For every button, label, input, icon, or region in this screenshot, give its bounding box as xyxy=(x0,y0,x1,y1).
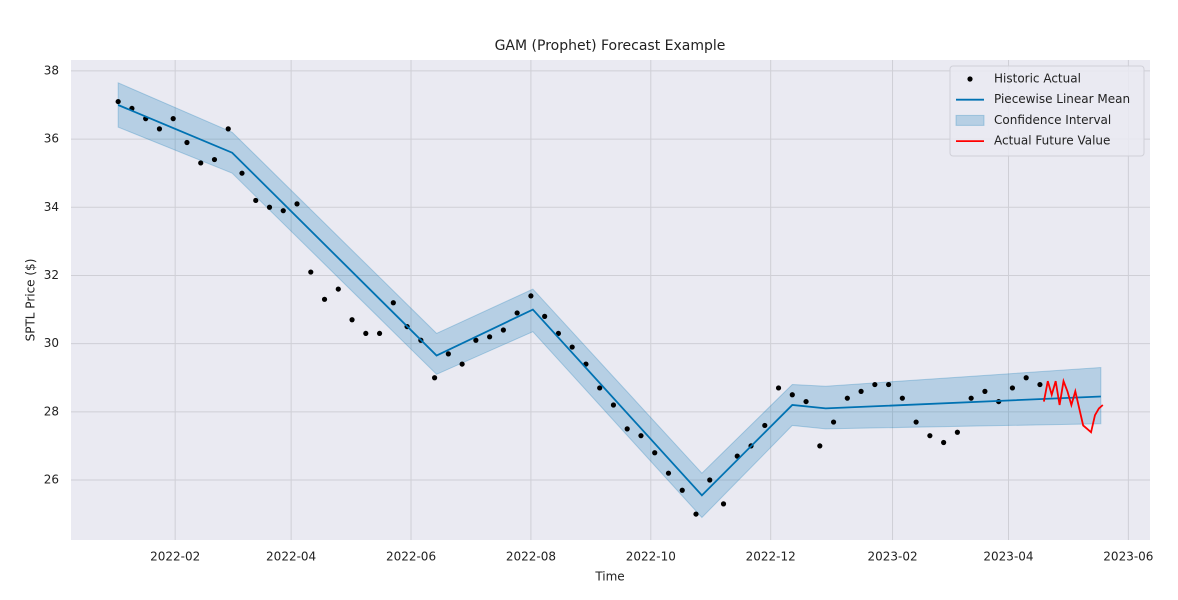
data-point xyxy=(225,126,231,132)
legend-box xyxy=(949,65,1145,157)
data-point xyxy=(775,385,782,391)
labels: GAM (Prophet) Forecast Example Time SPTL… xyxy=(24,38,1154,584)
confidence-band xyxy=(117,82,1102,519)
y-axis-label: SPTL Price ($) xyxy=(24,259,38,342)
data-point xyxy=(294,201,300,207)
data-point xyxy=(280,208,286,214)
y-tick-label: 36 xyxy=(44,132,59,146)
data-point xyxy=(913,419,919,425)
legend-label: Piecewise Linear Mean xyxy=(994,92,1130,106)
data-point xyxy=(1009,385,1016,391)
data-point xyxy=(514,310,520,316)
data-point xyxy=(473,337,479,343)
data-point xyxy=(459,361,465,367)
data-point xyxy=(445,351,451,357)
data-point xyxy=(872,381,878,388)
data-point xyxy=(500,327,506,333)
data-point xyxy=(239,170,245,176)
data-point xyxy=(982,388,988,394)
marks xyxy=(115,82,1104,519)
legend-marker xyxy=(967,76,973,82)
data-point xyxy=(569,344,575,350)
data-point xyxy=(693,511,699,517)
data-point xyxy=(624,426,630,432)
data-point xyxy=(266,204,273,210)
x-tick-label: 2023-06 xyxy=(1103,550,1153,564)
data-point xyxy=(762,422,768,429)
data-point xyxy=(858,388,864,394)
data-point xyxy=(665,470,672,476)
x-axis-label: Time xyxy=(594,570,624,584)
data-point xyxy=(789,392,795,398)
data-point xyxy=(528,293,534,299)
data-point xyxy=(968,395,974,401)
data-point xyxy=(253,197,259,204)
x-tick-label: 2022-08 xyxy=(506,550,556,564)
x-tick-label: 2022-06 xyxy=(386,550,436,564)
legend: Historic Actual Piecewise Linear Mean Conf… xyxy=(949,65,1145,157)
data-point xyxy=(941,439,947,446)
x-tick-label: 2022-04 xyxy=(266,550,316,564)
data-point xyxy=(1037,381,1043,388)
x-tick-label: 2022-02 xyxy=(150,550,200,564)
x-tick-label: 2023-02 xyxy=(867,550,917,564)
x-tick-label: 2022-12 xyxy=(746,550,796,564)
legend-label: Confidence Interval xyxy=(994,113,1111,127)
data-point xyxy=(1023,375,1029,381)
y-tick-label: 34 xyxy=(44,200,59,214)
data-point xyxy=(679,487,685,493)
legend-label: Actual Future Value xyxy=(994,134,1110,148)
data-point xyxy=(487,334,493,340)
data-point xyxy=(844,395,850,401)
data-point xyxy=(652,450,658,456)
data-point xyxy=(954,429,960,435)
data-point xyxy=(349,317,355,323)
data-point xyxy=(803,398,809,405)
data-point xyxy=(927,433,933,439)
line xyxy=(117,104,1101,497)
data-point xyxy=(390,300,396,306)
data-point xyxy=(431,375,438,381)
data-point xyxy=(184,139,190,146)
data-point xyxy=(638,433,644,439)
data-point xyxy=(308,269,314,275)
data-point xyxy=(720,501,727,507)
data-point xyxy=(363,330,369,337)
data-point xyxy=(555,330,562,337)
data-point xyxy=(542,313,548,319)
data-point xyxy=(817,443,823,449)
data-point xyxy=(899,395,905,401)
data-point xyxy=(170,116,176,122)
grid xyxy=(71,60,1150,540)
y-tick-label: 28 xyxy=(44,404,59,418)
data-point xyxy=(886,381,892,388)
y-tick-label: 38 xyxy=(44,63,59,77)
line xyxy=(1042,377,1104,434)
legend-marker xyxy=(955,114,985,126)
data-point xyxy=(610,402,617,408)
x-tick-label: 2023-04 xyxy=(983,550,1033,564)
data-point xyxy=(198,160,204,166)
chart-title: GAM (Prophet) Forecast Example xyxy=(495,38,726,54)
y-tick-label: 32 xyxy=(44,268,59,282)
data-point xyxy=(376,330,383,337)
data-point xyxy=(321,296,328,302)
data-point xyxy=(335,286,341,292)
x-tick-label: 2022-10 xyxy=(626,550,676,564)
data-point xyxy=(830,419,837,425)
data-point xyxy=(707,477,713,483)
data-point xyxy=(156,126,163,132)
legend-label: Historic Actual xyxy=(994,72,1081,86)
y-tick-label: 30 xyxy=(44,336,59,350)
data-point xyxy=(597,385,603,391)
y-tick-label: 26 xyxy=(44,473,59,487)
data-point xyxy=(115,98,121,105)
data-point xyxy=(211,156,218,163)
